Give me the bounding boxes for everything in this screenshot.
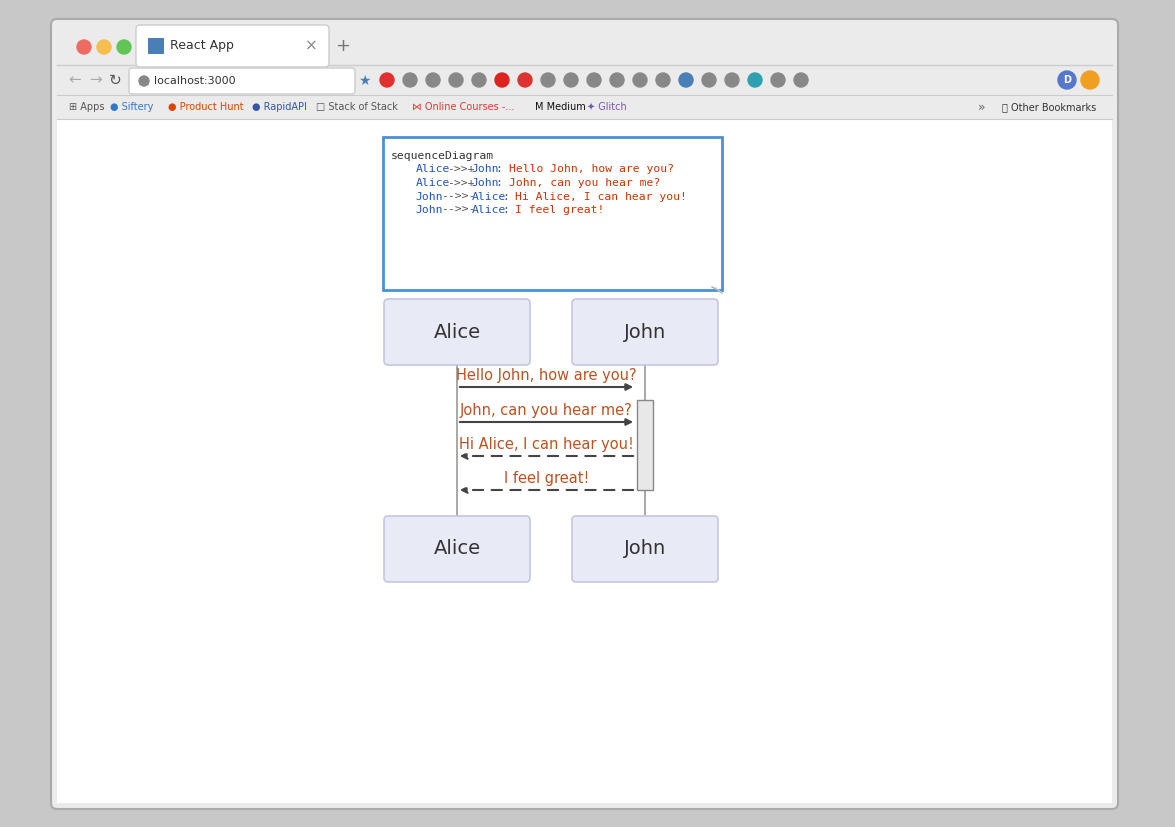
Circle shape [633,73,647,87]
FancyBboxPatch shape [572,299,718,365]
Text: »: » [978,101,986,113]
Text: ⊞ Apps: ⊞ Apps [69,102,105,112]
Bar [58,65,1112,95]
Text: Alice: Alice [471,205,506,215]
Circle shape [118,40,130,54]
Bar [383,137,721,290]
Bar [58,25,1112,65]
Bar [148,38,165,54]
Text: John: John [416,192,443,202]
Text: □ Stack of Stack: □ Stack of Stack [316,102,397,112]
Circle shape [701,73,716,87]
Text: ↻: ↻ [108,73,121,88]
Circle shape [139,76,149,86]
Circle shape [540,73,555,87]
Text: Alice: Alice [471,192,506,202]
Text: John: John [624,323,666,342]
Text: Alice: Alice [416,178,450,188]
Text: M Medium: M Medium [535,102,586,112]
Circle shape [610,73,624,87]
FancyBboxPatch shape [572,516,718,582]
Text: ×: × [304,39,317,54]
Text: localhost:3000: localhost:3000 [154,76,236,86]
Circle shape [518,73,532,87]
Circle shape [380,73,394,87]
Text: :: : [496,165,510,174]
Text: D: D [1063,75,1070,85]
Text: John: John [471,165,499,174]
FancyBboxPatch shape [129,68,355,94]
FancyBboxPatch shape [136,25,329,67]
Text: John, can you hear me?: John, can you hear me? [509,178,660,188]
Text: +: + [336,37,350,55]
Text: John: John [416,205,443,215]
Text: ★: ★ [357,74,370,88]
Text: →: → [88,73,101,88]
Circle shape [1058,71,1076,89]
Text: Alice: Alice [434,539,481,558]
Text: Alice: Alice [434,323,481,342]
Text: :: : [503,192,516,202]
Circle shape [794,73,808,87]
Circle shape [1081,71,1099,89]
Text: sequenceDiagram: sequenceDiagram [391,151,495,161]
Text: -->>-: -->>- [441,192,475,202]
Text: I feel great!: I feel great! [515,205,604,215]
Text: ←: ← [68,73,81,88]
Circle shape [98,40,110,54]
Text: John, can you hear me?: John, can you hear me? [461,403,633,418]
Circle shape [472,73,486,87]
Text: ● Siftery: ● Siftery [110,102,154,112]
Text: ->>+: ->>+ [446,165,475,174]
Bar [637,400,653,490]
Circle shape [725,73,739,87]
Text: :: : [503,205,516,215]
Text: Hello John, how are you?: Hello John, how are you? [509,165,673,174]
FancyBboxPatch shape [384,516,530,582]
Text: ->>+: ->>+ [446,178,475,188]
Text: :: : [496,178,510,188]
Text: John: John [471,178,499,188]
Circle shape [771,73,785,87]
Circle shape [495,73,509,87]
Text: Alice: Alice [416,165,450,174]
Text: Hi Alice, I can hear you!: Hi Alice, I can hear you! [459,437,634,452]
Text: ⋈ Online Courses -...: ⋈ Online Courses -... [411,102,513,112]
Bar [58,95,1112,119]
Circle shape [588,73,600,87]
Text: ● RapidAPI: ● RapidAPI [253,102,308,112]
Circle shape [427,73,439,87]
Circle shape [78,40,90,54]
Text: Hi Alice, I can hear you!: Hi Alice, I can hear you! [515,192,687,202]
Circle shape [403,73,417,87]
Text: React App: React App [170,40,234,52]
Circle shape [748,73,763,87]
Text: ✦ Glitch: ✦ Glitch [588,102,626,112]
Circle shape [449,73,463,87]
Text: John: John [624,539,666,558]
Circle shape [656,73,670,87]
Text: 🔖 Other Bookmarks: 🔖 Other Bookmarks [1002,102,1096,112]
Text: -->>-: -->>- [441,205,475,215]
Circle shape [679,73,693,87]
Bar [58,119,1112,803]
Circle shape [564,73,578,87]
Text: ● Product Hunt: ● Product Hunt [168,102,243,112]
FancyBboxPatch shape [384,299,530,365]
FancyBboxPatch shape [51,19,1117,809]
Text: Hello John, how are you?: Hello John, how are you? [456,368,637,383]
Text: I feel great!: I feel great! [504,471,589,486]
